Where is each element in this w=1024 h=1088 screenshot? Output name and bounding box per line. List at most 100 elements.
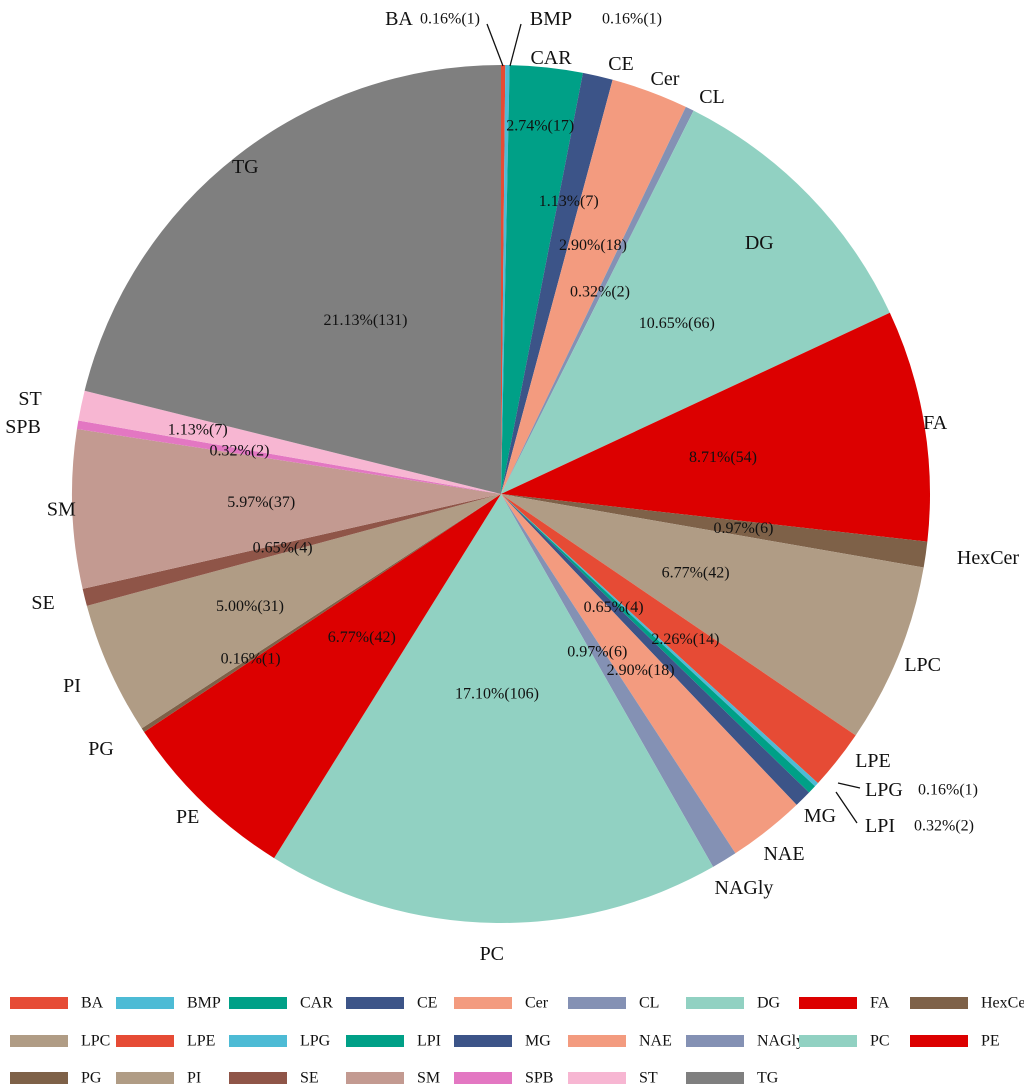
legend-item-spb: SPB (454, 1070, 553, 1087)
pie-slice-lpc (501, 494, 924, 736)
legend-item-sm: SM (346, 1070, 440, 1087)
percent-label-st: 1.13%(7) (168, 422, 228, 439)
category-label-tg: TG (232, 156, 259, 178)
legend-label-se: SE (300, 1070, 319, 1087)
percent-label-pe: 6.77%(42) (328, 629, 396, 646)
pie-slice-cl (501, 106, 694, 495)
category-label-fa: FA (923, 412, 948, 434)
legend-label-tg: TG (757, 1070, 779, 1087)
percent-label-sm: 5.97%(37) (227, 494, 295, 511)
category-label-nagly: NAGly (715, 877, 774, 899)
legend-label-spb: SPB (525, 1070, 553, 1087)
legend-item-nae: NAE (568, 1033, 672, 1050)
legend-item-st: ST (568, 1070, 658, 1087)
legend-item-lpc: LPC (10, 1033, 110, 1050)
leader-line-lpg (837, 782, 861, 789)
pie-slice-lpe (501, 494, 856, 784)
category-label-pi: PI (63, 675, 81, 697)
legend-item-car: CAR (229, 995, 333, 1012)
legend-label-fa: FA (870, 995, 890, 1012)
legend-label-car: CAR (300, 995, 333, 1012)
legend-label-ba: BA (81, 995, 104, 1012)
legend-item-se: SE (229, 1070, 319, 1087)
category-label-pg: PG (88, 738, 114, 760)
category-label-car: CAR (530, 47, 572, 69)
legend-swatch-mg (454, 1035, 512, 1047)
legend-swatch-pe (910, 1035, 968, 1047)
legend-swatch-spb (454, 1072, 512, 1084)
category-label-lpe: LPE (855, 750, 891, 772)
category-label-mg: MG (804, 805, 836, 827)
legend-swatch-hexcer (910, 997, 968, 1009)
legend-swatch-pc (799, 1035, 857, 1047)
legend-swatch-pg (10, 1072, 68, 1084)
percent-label-bmp: 0.16%(1) (602, 11, 662, 28)
percent-label-ce: 1.13%(7) (539, 193, 599, 210)
legend-label-lpi: LPI (417, 1033, 441, 1050)
legend-swatch-car (229, 997, 287, 1009)
pie-slice-mg (501, 494, 810, 805)
legend-item-tg: TG (686, 1070, 779, 1087)
legend-item-pi: PI (116, 1070, 201, 1087)
legend-swatch-tg (686, 1072, 744, 1084)
legend-label-hexcer: HexCer (981, 995, 1024, 1012)
legend-label-mg: MG (525, 1033, 551, 1050)
legend-item-ce: CE (346, 995, 437, 1012)
leader-line-bmp (509, 23, 522, 67)
legend-swatch-sm (346, 1072, 404, 1084)
pie-slice-ce (501, 72, 613, 495)
legend-swatch-nagly (686, 1035, 744, 1047)
category-label-pe: PE (176, 806, 199, 828)
legend-item-lpi: LPI (346, 1033, 441, 1050)
percent-label-tg: 21.13%(131) (324, 312, 408, 329)
category-label-lpg: LPG (865, 779, 903, 801)
leader-lines (486, 23, 861, 824)
pie-slice-sm (72, 429, 502, 589)
legend-swatch-se (229, 1072, 287, 1084)
pie-slice-pg (141, 494, 501, 732)
percent-label-lpe: 2.26%(14) (651, 631, 719, 648)
percent-label-fa: 8.71%(54) (689, 449, 757, 466)
legend: BA BMP CAR CE Cer CL DG FA HexCer LPC LPE LPG LPI MG N… (10, 995, 1024, 1087)
legend-swatch-st (568, 1072, 626, 1084)
percent-label-lpi: 0.32%(2) (914, 818, 974, 835)
legend-label-lpg: LPG (300, 1033, 331, 1050)
legend-swatch-lpg (229, 1035, 287, 1047)
category-label-nae: NAE (763, 843, 804, 865)
pie-slice-bmp (501, 65, 510, 495)
leader-line-lpi (835, 791, 858, 824)
legend-label-cer: Cer (525, 995, 549, 1012)
legend-item-lpe: LPE (116, 1033, 215, 1050)
percent-label-se: 0.65%(4) (253, 540, 313, 557)
percent-label-hexcer: 0.97%(6) (714, 520, 774, 537)
category-label-cl: CL (699, 86, 725, 108)
percent-label-cer: 2.90%(18) (559, 237, 627, 254)
pie-slice-ba (501, 64, 506, 494)
percent-label-car: 2.74%(17) (506, 118, 574, 135)
legend-item-pc: PC (799, 1033, 890, 1050)
pie-slice-lpg (501, 494, 818, 787)
category-label-ba: BA (385, 8, 413, 30)
percent-labels: 0.16%(1) 0.16%(1) 2.74%(17) 1.13%(7) 2.90%(1… (168, 11, 978, 835)
legend-item-bmp: BMP (116, 995, 221, 1012)
pie-slice-se (82, 494, 501, 606)
legend-swatch-ba (10, 997, 68, 1009)
legend-item-lpg: LPG (229, 1033, 331, 1050)
category-label-st: ST (18, 388, 41, 410)
legend-label-bmp: BMP (187, 995, 221, 1012)
percent-label-pg: 0.16%(1) (221, 651, 281, 668)
category-label-hexcer: HexCer (957, 547, 1020, 569)
category-label-pc: PC (480, 943, 504, 965)
legend-item-hexcer: HexCer (910, 995, 1024, 1012)
legend-swatch-fa (799, 997, 857, 1009)
pie-slice-pi (86, 494, 501, 729)
legend-swatch-bmp (116, 997, 174, 1009)
category-label-lpi: LPI (865, 815, 895, 837)
legend-label-pe: PE (981, 1033, 1000, 1050)
category-label-bmp: BMP (530, 8, 572, 30)
pie-slice-hexcer (501, 494, 928, 568)
legend-label-sm: SM (417, 1070, 440, 1087)
legend-swatch-nae (568, 1035, 626, 1047)
legend-swatch-ce (346, 997, 404, 1009)
